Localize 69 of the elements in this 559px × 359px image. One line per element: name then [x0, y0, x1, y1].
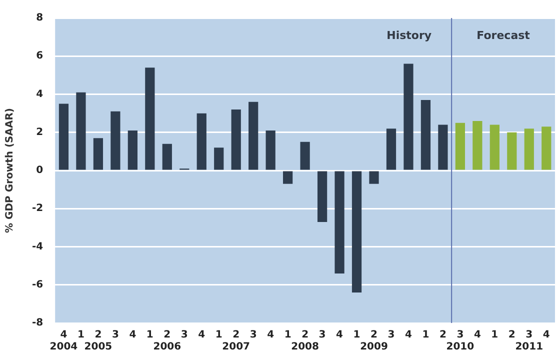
- bar: [248, 102, 258, 170]
- bar: [455, 122, 466, 170]
- bar: [110, 111, 120, 170]
- x-tick-label: 3: [180, 330, 188, 341]
- x-tick-label: 1: [215, 330, 222, 341]
- x-tick-label: 4: [198, 330, 206, 341]
- bar: [283, 171, 293, 184]
- x-tick-label: 3: [388, 330, 395, 341]
- y-tick-label: 4: [36, 88, 44, 100]
- x-tick-label: 4: [267, 330, 274, 341]
- bar: [300, 142, 310, 170]
- bar: [214, 148, 224, 170]
- annotation: Forecast: [476, 28, 530, 42]
- bar: [162, 144, 172, 170]
- x-tick-label: 2: [508, 330, 516, 341]
- bar: [196, 113, 206, 170]
- x-tick-label: 1: [77, 330, 84, 341]
- bar: [334, 171, 344, 274]
- y-axis-title: % GDP Growth (SAAR): [4, 108, 16, 233]
- bar: [386, 128, 396, 170]
- x-tick-label: 4: [404, 330, 412, 341]
- y-tick-label: -8: [32, 318, 44, 329]
- bar: [317, 171, 328, 222]
- x-tick-label: 4: [129, 330, 136, 341]
- x-tick-label: 3: [250, 330, 257, 341]
- x-tick-label: 4: [542, 330, 550, 341]
- x-tick-label: 2 2007: [222, 330, 250, 353]
- bar: [145, 68, 155, 170]
- bar: [93, 138, 104, 170]
- bar: [76, 92, 86, 170]
- bar: [128, 130, 138, 170]
- x-tick-label: 3: [318, 330, 326, 341]
- x-tick-label: 2: [439, 330, 446, 341]
- bar: [404, 64, 414, 170]
- y-tick-label: 6: [36, 50, 44, 62]
- x-tick-label: 2 2008: [291, 330, 320, 353]
- bar: [369, 171, 379, 184]
- x-tick-label: 3 2010: [446, 330, 474, 353]
- x-tick-label: 1: [353, 330, 360, 341]
- y-tick-label: -2: [32, 203, 44, 214]
- y-tick-label: 2: [36, 126, 44, 138]
- bar: [542, 126, 552, 170]
- x-tick-label: 2 2005: [84, 330, 112, 353]
- bar: [472, 120, 482, 170]
- bar: [524, 128, 534, 170]
- x-tick-label: 1: [422, 330, 430, 341]
- x-tick-label: 4: [336, 330, 344, 341]
- bar: [352, 171, 362, 292]
- bar: [438, 124, 448, 170]
- x-tick-label: 1: [284, 330, 292, 341]
- y-tick-label: 0: [36, 165, 44, 176]
- x-tick-label: 2 2006: [153, 330, 182, 353]
- x-tick-label: 2 2009: [360, 330, 388, 353]
- bar: [231, 110, 241, 170]
- bar: [490, 124, 500, 170]
- y-tick-label: 8: [36, 12, 44, 24]
- x-tick-label: 4 2004: [50, 330, 78, 353]
- annotation: History: [386, 28, 432, 42]
- x-tick-label: 3 2011: [515, 330, 544, 353]
- y-tick-label: -4: [32, 241, 44, 252]
- y-tick-label: -6: [32, 279, 44, 290]
- bar: [507, 132, 517, 170]
- bar: [58, 104, 69, 170]
- x-tick-label: 1: [491, 330, 498, 341]
- x-tick-label: 1: [146, 330, 154, 341]
- bar: [420, 100, 431, 170]
- x-tick-label: 4: [474, 330, 481, 341]
- bar: [266, 130, 276, 170]
- x-tick-label: 3: [112, 330, 119, 341]
